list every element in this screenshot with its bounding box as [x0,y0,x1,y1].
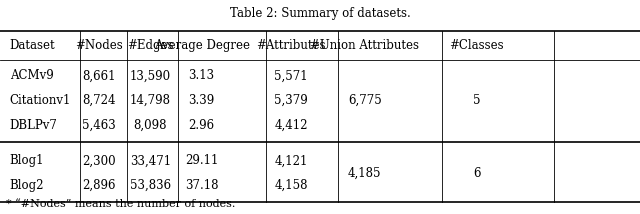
Text: 5: 5 [473,94,481,107]
Text: Blog2: Blog2 [10,179,44,192]
Text: 8,661: 8,661 [83,70,116,82]
Text: 6,775: 6,775 [348,94,381,107]
Text: 4,412: 4,412 [275,119,308,132]
Text: 53,836: 53,836 [130,179,171,192]
Text: 4,121: 4,121 [275,155,308,167]
Text: 5,379: 5,379 [275,94,308,107]
Text: DBLPv7: DBLPv7 [10,119,58,132]
Text: 4,185: 4,185 [348,166,381,180]
Text: ACMv9: ACMv9 [10,70,53,82]
Text: 6: 6 [473,166,481,180]
Text: * “#Nodes” means the number of nodes.: * “#Nodes” means the number of nodes. [6,199,236,209]
Text: 29.11: 29.11 [185,155,218,167]
Text: #Nodes: #Nodes [76,39,123,52]
Text: 2,896: 2,896 [83,179,116,192]
Text: 33,471: 33,471 [130,155,171,167]
Text: Average Degree: Average Degree [154,39,250,52]
Text: 14,798: 14,798 [130,94,171,107]
Text: #Attributes: #Attributes [257,39,326,52]
Text: #Edges: #Edges [127,39,173,52]
Text: Blog1: Blog1 [10,155,44,167]
Text: 5,463: 5,463 [83,119,116,132]
Text: 2,300: 2,300 [83,155,116,167]
Text: 5,571: 5,571 [275,70,308,82]
Text: 13,590: 13,590 [130,70,171,82]
Text: Table 2: Summary of datasets.: Table 2: Summary of datasets. [230,7,410,21]
Text: Citationv1: Citationv1 [10,94,71,107]
Text: 37.18: 37.18 [185,179,218,192]
Text: Dataset: Dataset [10,39,55,52]
Text: 3.39: 3.39 [188,94,215,107]
Text: 8,724: 8,724 [83,94,116,107]
Text: #Classes: #Classes [449,39,504,52]
Text: 4,158: 4,158 [275,179,308,192]
Text: 8,098: 8,098 [134,119,167,132]
Text: 3.13: 3.13 [189,70,214,82]
Text: #Union Attributes: #Union Attributes [310,39,419,52]
Text: 2.96: 2.96 [189,119,214,132]
